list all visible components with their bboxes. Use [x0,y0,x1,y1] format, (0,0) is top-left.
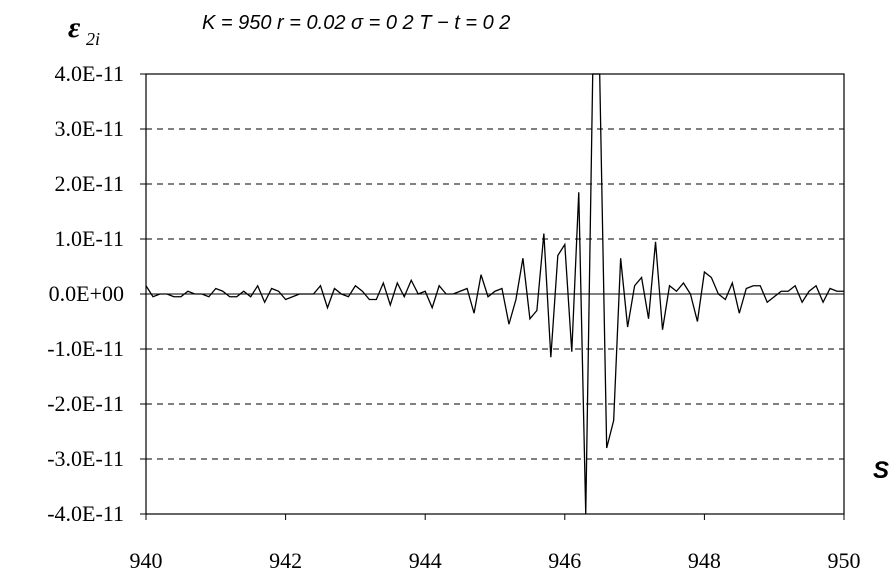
x-tick-label-4: 948 [688,548,721,573]
y-tick-label-6: -2.0E-11 [47,391,124,416]
chart-title: K = 950 r = 0.02 σ = 0 2 T − t = 0 2 [202,12,510,34]
x-tick-label-1: 942 [269,548,302,573]
y-tick-label-8: -4.0E-11 [47,501,124,526]
y-axis-label: ε [68,11,81,44]
y-tick-label-3: 1.0E-11 [55,226,124,251]
y-axis-ticks: 4.0E-11 3.0E-11 2.0E-11 1.0E-11 0.0E+00 -1.0E… [47,61,146,526]
x-tick-label-3: 946 [548,548,581,573]
y-tick-label-5: -1.0E-11 [47,336,124,361]
y-tick-label-4: 0.0E+00 [49,281,124,306]
x-tick-label-0: 940 [130,548,163,573]
y-tick-label-7: -3.0E-11 [47,446,124,471]
x-tick-label-2: 944 [409,548,442,573]
x-axis-label: S [873,457,889,484]
y-axis-label-subscript: 2i [86,29,100,49]
x-tick-label-5: 950 [828,548,861,573]
y-tick-label-1: 3.0E-11 [55,116,124,141]
x-axis-ticks: 940 942 944 946 948 950 [130,514,861,573]
y-tick-label-0: 4.0E-11 [55,61,124,86]
y-tick-label-2: 2.0E-11 [55,171,124,196]
